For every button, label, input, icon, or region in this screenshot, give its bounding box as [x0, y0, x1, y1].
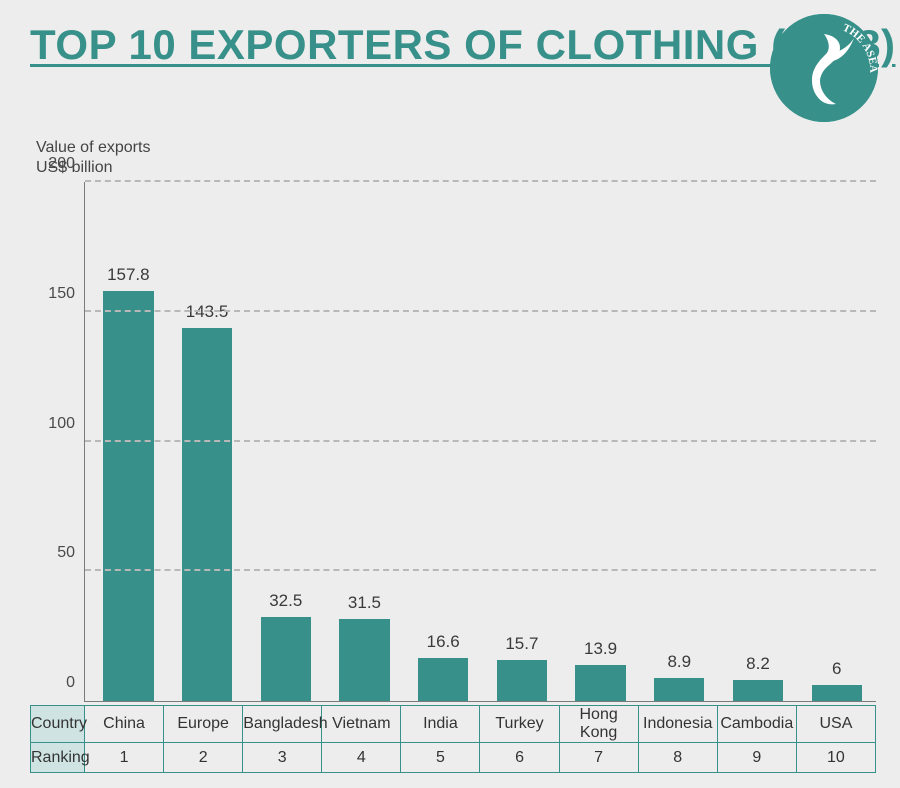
bar-slot: 16.6 [404, 658, 483, 701]
table-cell-rank: 10 [796, 743, 875, 773]
bar-value-label: 13.9 [584, 639, 617, 665]
bar: 8.2 [733, 680, 783, 701]
bar-value-label: 15.7 [505, 634, 538, 660]
bar: 32.5 [261, 617, 311, 702]
ranking-table: Country ChinaEuropeBangladeshVietnamIndi… [30, 705, 876, 773]
bar-value-label: 157.8 [107, 265, 150, 291]
grid-line [85, 440, 876, 442]
table-cell-country: Turkey [480, 706, 559, 743]
table-cell-country: Indonesia [638, 706, 717, 743]
table-cell-country: Bangladesh [243, 706, 322, 743]
bar: 16.6 [418, 658, 468, 701]
table-cell-rank: 6 [480, 743, 559, 773]
page-title: TOP 10 EXPORTERS OF CLOTHING (2018) [30, 22, 895, 67]
bar-slot: 31.5 [325, 619, 404, 701]
y-tick-label: 100 [39, 415, 85, 433]
bar: 157.8 [103, 291, 153, 701]
grid-line [85, 569, 876, 571]
bar-value-label: 32.5 [269, 591, 302, 617]
table-cell-rank: 9 [717, 743, 796, 773]
bar: 8.9 [654, 678, 704, 701]
bar-slot: 157.8 [89, 291, 168, 701]
table-cell-country: USA [796, 706, 875, 743]
table-row-country: Country ChinaEuropeBangladeshVietnamIndi… [31, 706, 876, 743]
bar-slot: 143.5 [168, 328, 247, 701]
y-tick-label: 0 [39, 674, 85, 692]
table-cell-country: Europe [164, 706, 243, 743]
bar-slot: 13.9 [561, 665, 640, 701]
bar: 13.9 [575, 665, 625, 701]
bar: 15.7 [497, 660, 547, 701]
bar-slot: 32.5 [246, 617, 325, 702]
bar-value-label: 31.5 [348, 593, 381, 619]
table-cell-rank: 8 [638, 743, 717, 773]
bar-value-label: 8.2 [746, 654, 770, 680]
bars-container: 157.8 143.5 32.5 31.5 16.6 15.7 13.9 8.9 8.2 6 [85, 182, 876, 701]
export-chart: Value of exports US$ billion 157.8 143.5 3… [30, 138, 876, 702]
bar-value-label: 143.5 [186, 302, 229, 328]
table-cell-rank: 5 [401, 743, 480, 773]
table-cell-country: India [401, 706, 480, 743]
table-cell-country: Cambodia [717, 706, 796, 743]
table-cell-rank: 7 [559, 743, 638, 773]
table-cell-country: China [85, 706, 164, 743]
y-axis-label-line1: Value of exports [36, 139, 150, 156]
plot-area: 157.8143.532.531.516.615.713.98.98.26 05… [84, 182, 876, 702]
table-cell-rank: 3 [243, 743, 322, 773]
table-row-ranking: Ranking 12345678910 [31, 743, 876, 773]
bar-value-label: 6 [832, 659, 841, 685]
publisher-logo: THE ASEAN POST [770, 14, 878, 122]
bar-slot: 15.7 [483, 660, 562, 701]
bar-value-label: 8.9 [667, 652, 691, 678]
y-tick-label: 150 [39, 285, 85, 303]
bar: 31.5 [339, 619, 389, 701]
grid-line [85, 180, 876, 182]
hummingbird-icon: THE ASEAN POST [770, 14, 878, 122]
bar-slot: 8.9 [640, 678, 719, 701]
table-cell-country: Hong Kong [559, 706, 638, 743]
table-header-country: Country [31, 706, 85, 743]
y-tick-label: 50 [39, 544, 85, 562]
bar: 143.5 [182, 328, 232, 701]
grid-line [85, 310, 876, 312]
table-cell-country: Vietnam [322, 706, 401, 743]
table-cell-rank: 4 [322, 743, 401, 773]
bar-value-label: 16.6 [427, 632, 460, 658]
y-axis-label: Value of exports US$ billion [36, 138, 876, 178]
table-cell-rank: 2 [164, 743, 243, 773]
bar-slot: 6 [797, 685, 876, 701]
bar: 6 [812, 685, 862, 701]
table-header-ranking: Ranking [31, 743, 85, 773]
bar-slot: 8.2 [719, 680, 798, 701]
y-tick-label: 200 [39, 155, 85, 173]
table-cell-rank: 1 [85, 743, 164, 773]
